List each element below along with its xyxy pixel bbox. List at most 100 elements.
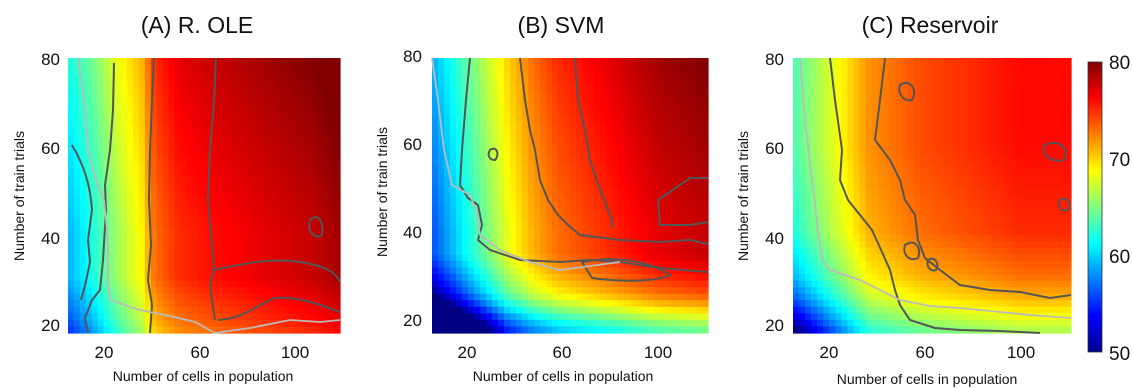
heatmap-cell xyxy=(227,202,235,210)
heatmap-cell xyxy=(817,130,824,138)
heatmap-cell xyxy=(1040,195,1048,203)
heatmap-cell xyxy=(298,254,306,262)
heatmap-cell xyxy=(678,313,685,321)
heatmap-cell xyxy=(462,247,469,256)
heatmap-cell xyxy=(1034,123,1042,131)
heatmap-cell xyxy=(79,293,87,301)
heatmap-cell xyxy=(180,77,187,85)
heatmap-cell xyxy=(480,326,487,334)
heatmap-cell xyxy=(847,123,855,131)
heatmap-cell xyxy=(450,221,457,229)
heatmap-cell xyxy=(221,103,229,111)
heatmap-cell xyxy=(257,84,264,92)
heatmap-cell xyxy=(468,254,475,262)
heatmap-cell xyxy=(938,130,945,138)
heatmap-cell xyxy=(1052,143,1060,151)
heatmap-cell xyxy=(221,215,229,223)
heatmap-cell xyxy=(144,254,152,262)
heatmap-cell xyxy=(684,228,691,236)
heatmap-cell xyxy=(133,260,140,269)
heatmap-cell xyxy=(636,254,643,262)
heatmap-cell xyxy=(221,287,229,295)
heatmap-cell xyxy=(444,175,451,184)
heatmap-cell xyxy=(115,64,122,72)
heatmap-cell xyxy=(334,90,341,98)
heatmap-cell xyxy=(618,306,625,314)
heatmap-cell xyxy=(103,313,110,321)
heatmap-cell xyxy=(690,84,697,92)
heatmap-cell xyxy=(546,195,553,203)
heatmap-cell xyxy=(582,267,589,275)
heatmap-cell xyxy=(805,169,812,177)
heatmap-cell xyxy=(660,182,667,190)
heatmap-cell xyxy=(162,202,170,210)
heatmap-cell xyxy=(696,319,703,328)
heatmap-cell xyxy=(793,64,800,72)
heatmap-cell xyxy=(582,71,589,79)
heatmap-cell xyxy=(588,228,595,236)
heatmap-cell xyxy=(233,287,241,295)
heatmap-cell xyxy=(1016,130,1024,138)
heatmap-cell xyxy=(871,175,879,184)
heatmap-cell xyxy=(654,169,661,177)
heatmap-cell xyxy=(310,136,317,144)
heatmap-cell xyxy=(944,182,951,190)
heatmap-cell xyxy=(245,274,252,282)
heatmap-cell xyxy=(678,110,685,118)
heatmap-cell xyxy=(180,182,187,190)
heatmap-cell xyxy=(168,228,176,236)
heatmap-cell xyxy=(215,156,223,164)
heatmap-cell xyxy=(540,84,547,92)
heatmap-cell xyxy=(564,300,571,308)
heatmap-cell xyxy=(841,202,848,210)
heatmap-cell xyxy=(992,97,1000,105)
heatmap-cell xyxy=(678,228,685,236)
heatmap-cell xyxy=(666,274,673,282)
heatmap-cell xyxy=(666,149,673,157)
heatmap-cell xyxy=(322,130,329,138)
heatmap-cell xyxy=(600,287,607,295)
heatmap-cell xyxy=(522,130,529,138)
heatmap-cell xyxy=(642,143,649,151)
heatmap-cell xyxy=(144,326,152,334)
heatmap-cell xyxy=(310,130,317,138)
heatmap-cell xyxy=(696,188,703,197)
heatmap-cell xyxy=(68,130,75,138)
heatmap-cell xyxy=(859,58,867,66)
heatmap-cell xyxy=(594,182,601,190)
heatmap-cell xyxy=(980,136,987,144)
heatmap-cell xyxy=(298,280,306,288)
heatmap-cell xyxy=(901,202,909,210)
heatmap-cell xyxy=(334,326,341,334)
heatmap-cell xyxy=(192,97,199,105)
heatmap-cell xyxy=(889,149,897,157)
heatmap-cell xyxy=(1064,103,1072,111)
heatmap-cell xyxy=(696,221,703,229)
heatmap-cell xyxy=(257,241,264,249)
heatmap-cell xyxy=(450,130,457,138)
heatmap-cell xyxy=(522,287,529,295)
heatmap-cell xyxy=(162,110,170,118)
heatmap-cell xyxy=(540,195,547,203)
heatmap-cell xyxy=(684,293,691,301)
heatmap-cell xyxy=(328,156,335,164)
heatmap-cell xyxy=(654,149,661,157)
heatmap-cell xyxy=(85,215,93,223)
heatmap-cell xyxy=(133,215,140,223)
heatmap-cell xyxy=(168,274,176,282)
heatmap-cell xyxy=(600,103,607,111)
heatmap-cell xyxy=(91,247,99,256)
heatmap-cell xyxy=(648,228,655,236)
heatmap-cell xyxy=(576,241,583,249)
heatmap-cell xyxy=(316,84,323,92)
heatmap-cell xyxy=(68,123,75,131)
heatmap-cell xyxy=(274,306,282,314)
heatmap-cell xyxy=(588,254,595,262)
heatmap-cell xyxy=(552,319,559,328)
heatmap-cell xyxy=(462,319,469,328)
heatmap-cell xyxy=(546,103,553,111)
heatmap-cell xyxy=(486,208,493,216)
heatmap-cell xyxy=(316,195,323,203)
heatmap-cell xyxy=(612,169,619,177)
heatmap-cell xyxy=(1004,162,1012,170)
